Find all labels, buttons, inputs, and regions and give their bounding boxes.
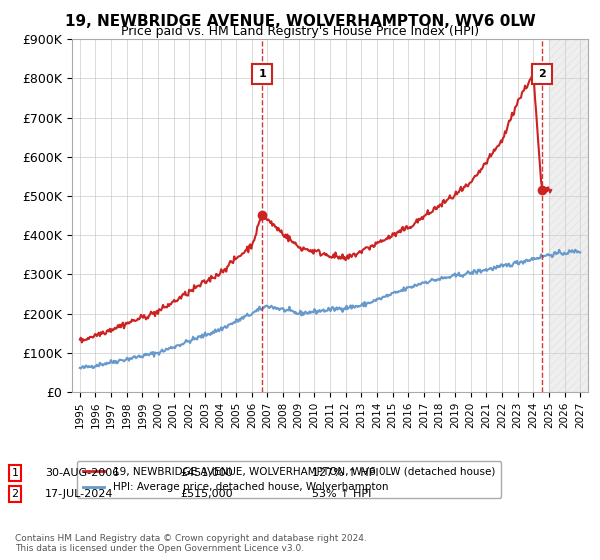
Legend: 19, NEWBRIDGE AVENUE, WOLVERHAMPTON, WV6 0LW (detached house), HPI: Average pric: 19, NEWBRIDGE AVENUE, WOLVERHAMPTON, WV6…	[77, 461, 501, 498]
Text: 2: 2	[538, 69, 545, 80]
Text: 2: 2	[11, 489, 19, 499]
Text: 1: 1	[11, 468, 19, 478]
Text: 19, NEWBRIDGE AVENUE, WOLVERHAMPTON, WV6 0LW: 19, NEWBRIDGE AVENUE, WOLVERHAMPTON, WV6…	[65, 14, 535, 29]
Text: Contains HM Land Registry data © Crown copyright and database right 2024.
This d: Contains HM Land Registry data © Crown c…	[15, 534, 367, 553]
Text: 53% ↑ HPI: 53% ↑ HPI	[312, 489, 371, 499]
Text: 127% ↑ HPI: 127% ↑ HPI	[312, 468, 379, 478]
Text: £451,000: £451,000	[180, 468, 233, 478]
Bar	[549, 39, 588, 392]
Text: £515,000: £515,000	[180, 489, 233, 499]
Text: 30-AUG-2006: 30-AUG-2006	[45, 468, 119, 478]
Text: 1: 1	[259, 69, 266, 80]
Text: 17-JUL-2024: 17-JUL-2024	[45, 489, 113, 499]
Text: Price paid vs. HM Land Registry's House Price Index (HPI): Price paid vs. HM Land Registry's House …	[121, 25, 479, 38]
